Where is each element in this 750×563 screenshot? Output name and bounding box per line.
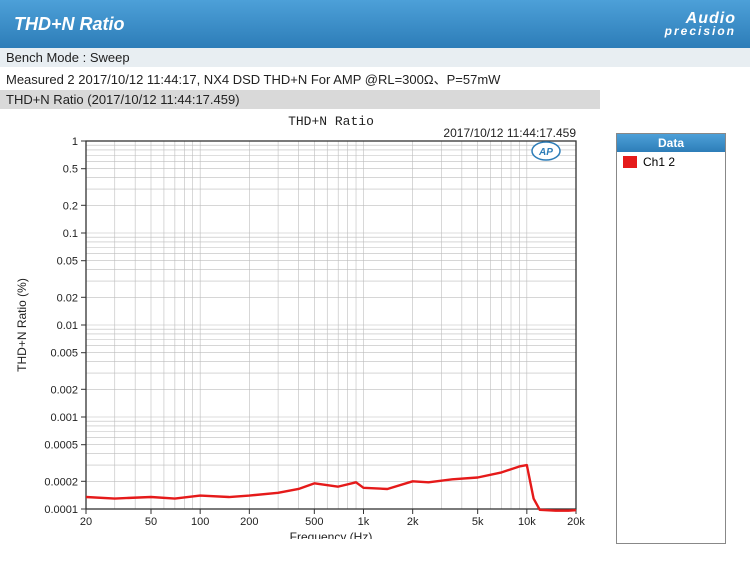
svg-text:20k: 20k [567,516,585,528]
svg-text:0.001: 0.001 [50,412,78,424]
svg-text:0.002: 0.002 [50,384,78,396]
svg-text:0.2: 0.2 [63,200,78,212]
svg-text:5k: 5k [472,516,484,528]
header-bar: THD+N Ratio Audio precision [0,0,750,48]
svg-text:200: 200 [240,516,258,528]
chart-container: 20 50 100 200 500 1k 2k 5k 10k 20k 0.0001 0.0002 0.0… [8,111,598,544]
svg-text:1: 1 [72,136,78,148]
thd-chart: 20 50 100 200 500 1k 2k 5k 10k 20k 0.0001 0.0002 0.0… [8,111,598,539]
svg-text:0.5: 0.5 [63,164,78,176]
svg-text:0.02: 0.02 [57,292,78,304]
brand-line2: precision [665,26,736,37]
svg-text:20: 20 [80,516,92,528]
brand-logo: Audio precision [665,11,736,38]
svg-text:1k: 1k [358,516,370,528]
svg-text:0.0005: 0.0005 [44,440,78,452]
svg-text:500: 500 [305,516,323,528]
bench-mode-line: Bench Mode : Sweep [0,48,750,67]
svg-text:50: 50 [145,516,157,528]
svg-text:0.005: 0.005 [50,348,78,360]
svg-text:2017/10/12 11:44:17.459: 2017/10/12 11:44:17.459 [443,126,576,140]
svg-text:0.0002: 0.0002 [44,476,78,488]
legend-swatch [623,156,637,168]
svg-text:Frequency (Hz): Frequency (Hz) [290,530,373,539]
legend-header: Data [617,134,725,152]
legend-item-ch1: Ch1 2 [617,152,725,172]
svg-text:0.05: 0.05 [57,256,78,268]
content-area: 20 50 100 200 500 1k 2k 5k 10k 20k 0.0001 0.0002 0.0… [0,109,750,550]
svg-text:THD+N Ratio (%): THD+N Ratio (%) [15,278,29,372]
legend-box: Data Ch1 2 [616,133,726,544]
svg-text:THD+N Ratio: THD+N Ratio [288,114,374,129]
page-title: THD+N Ratio [14,14,125,35]
svg-text:100: 100 [191,516,209,528]
svg-text:10k: 10k [518,516,536,528]
svg-text:AP: AP [538,147,553,158]
svg-text:2k: 2k [407,516,419,528]
condition-line: THD+N Ratio (2017/10/12 11:44:17.459) [0,90,600,109]
svg-text:0.01: 0.01 [57,320,78,332]
svg-text:0.1: 0.1 [63,228,78,240]
legend-label: Ch1 2 [643,155,675,169]
measured-line: Measured 2 2017/10/12 11:44:17, NX4 DSD … [0,67,750,90]
svg-text:0.0001: 0.0001 [44,504,78,516]
